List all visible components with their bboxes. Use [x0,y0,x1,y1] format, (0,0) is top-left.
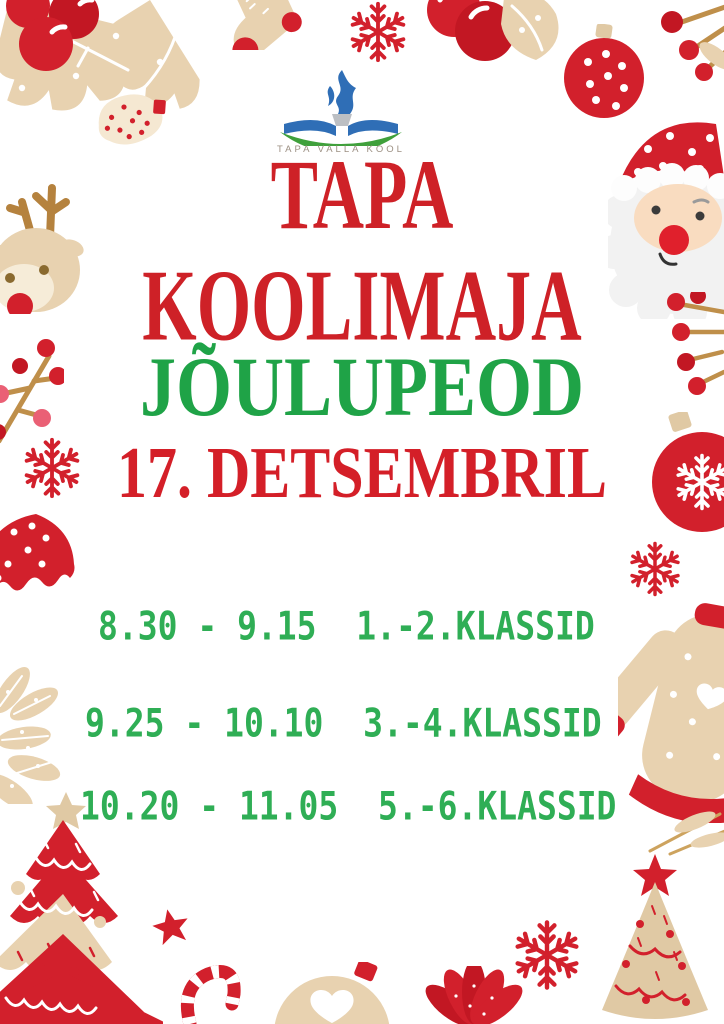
berry-branch-icon [0,339,64,444]
schedule-row: 8.30 - 9.15 1.-2.KLASSID [98,606,595,646]
schedule-classes: 3.-4.KLASSID [363,699,602,747]
santa-face-icon [608,122,724,319]
schedule-row: 9.25 - 10.10 3.-4.KLASSID [85,703,602,743]
heart-ornament-icon [274,962,390,1024]
schedule-classes: 1.-2.KLASSID [356,602,595,650]
snowflake-ornament-icon [652,412,724,532]
polka-dot-ornament-icon [564,24,644,118]
candy-cane-icon [180,965,241,1024]
leaf-sprig-icon [648,811,724,856]
berry-branch-icon [661,4,724,81]
logo-caption: TAPA VALLA KOOL [277,144,405,155]
date-line: 17. DETSEMBRIL [116,432,608,513]
christmas-tree-red-icon [0,792,163,1024]
snowflake-icon [510,918,584,992]
school-logo [280,70,402,146]
christmas-tree-beige-icon [602,854,708,1019]
schedule-time: 9.25 - 10.10 [85,699,324,747]
title-line-2: KOOLIMAJA [142,251,582,363]
baubles-icon [427,0,515,61]
holly-leaf-icon [501,0,559,60]
leaf-sprig-icon [0,667,61,804]
title-line-1: TAPA [270,141,454,251]
stocking-icon [229,0,302,50]
snowflake-icon [346,0,410,64]
red-star-icon [152,909,188,946]
schedule-time: 8.30 - 9.15 [98,602,317,650]
holly-corner-icon [0,0,200,111]
santa-hat-icon [0,514,75,591]
sweater-icon [618,603,724,823]
subtitle: JÕULUPEOD [139,339,585,434]
pinecone-ornament-icon [98,94,166,145]
poinsettia-icon [425,966,523,1024]
berry-branch-icon [667,292,724,395]
schedule-time: 10.20 - 11.05 [80,782,339,830]
reindeer-icon [0,184,84,314]
schedule-classes: 5.-6.KLASSID [378,782,617,830]
schedule-row: 10.20 - 11.05 5.-6.KLASSID [80,786,616,826]
